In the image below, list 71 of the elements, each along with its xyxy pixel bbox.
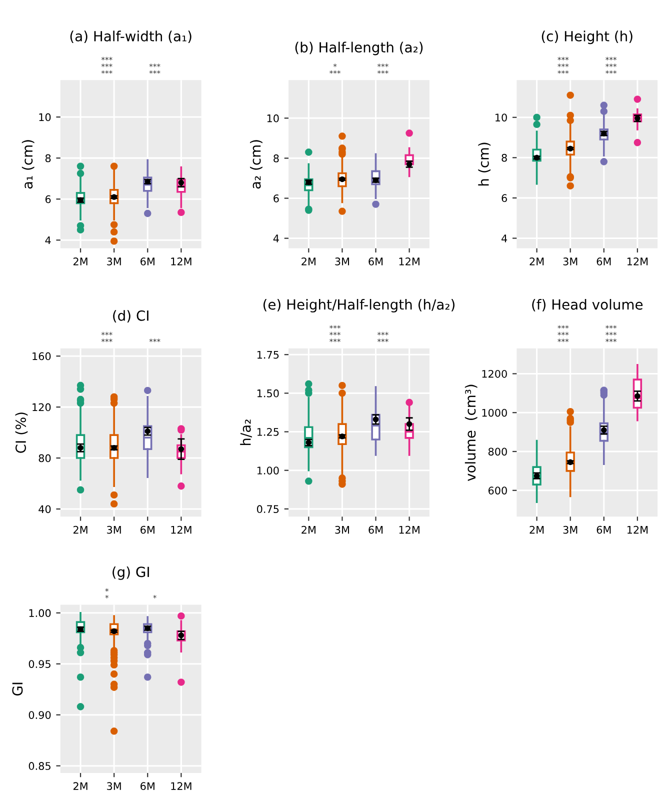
y-tick-label: 800 bbox=[488, 448, 507, 456]
x-tick-label: 12M bbox=[171, 782, 192, 790]
y-axis-title: h (cm) bbox=[478, 142, 491, 186]
x-tick-label: 12M bbox=[399, 526, 420, 534]
y-tick-label: 0.85 bbox=[28, 762, 50, 770]
y-tick-label: 4 bbox=[502, 234, 508, 242]
y-tick-label: 4 bbox=[45, 236, 51, 244]
y-tick-label: 120 bbox=[32, 403, 51, 412]
y-tick-label: 10 bbox=[39, 113, 51, 122]
y-tick-label: 1.75 bbox=[257, 350, 279, 359]
y-tick-label: 80 bbox=[38, 454, 51, 462]
y-axis-title: h/a₂ bbox=[240, 420, 252, 446]
y-tick-label: 160 bbox=[32, 352, 51, 360]
x-tick-label: 12M bbox=[171, 526, 192, 534]
x-tick-label: 3M bbox=[107, 526, 121, 534]
x-tick-label: 3M bbox=[335, 258, 349, 266]
x-tick-label: 3M bbox=[563, 526, 578, 534]
y-axis-title: GI bbox=[12, 682, 23, 696]
y-axis-title: a₂ (cm) bbox=[250, 140, 262, 189]
x-tick-label: 2M bbox=[73, 782, 88, 790]
y-tick-label: 1.50 bbox=[257, 389, 279, 398]
x-tick-label: 3M bbox=[107, 258, 121, 266]
y-tick-label: 40 bbox=[38, 505, 51, 514]
y-tick-label: 1.00 bbox=[257, 466, 279, 474]
y-tick-label: 1.00 bbox=[29, 609, 51, 618]
y-tick-label: 0.95 bbox=[28, 660, 50, 668]
chart-title: (d) CI bbox=[113, 310, 148, 322]
x-tick-label: 12M bbox=[627, 526, 648, 534]
y-tick-label: 10 bbox=[496, 114, 507, 122]
x-tick-label: 2M bbox=[302, 258, 316, 266]
chart-title: (e) Height/Half-length (h/a₂) bbox=[263, 298, 454, 312]
x-tick-label: 12M bbox=[171, 258, 192, 266]
y-tick-label: 1200 bbox=[482, 370, 507, 378]
x-tick-label: 6M bbox=[596, 258, 611, 266]
x-tick-label: 3M bbox=[563, 258, 578, 266]
chart-title: (a) Half-width (a₁) bbox=[70, 30, 192, 44]
chart-title: (b) Half-length (a₂) bbox=[295, 42, 423, 56]
x-tick-label: 6M bbox=[368, 258, 383, 266]
y-tick-label: 8 bbox=[502, 154, 507, 162]
y-tick-label: 10 bbox=[267, 114, 279, 122]
x-tick-label: 6M bbox=[140, 782, 154, 790]
x-tick-label: 6M bbox=[596, 526, 611, 534]
y-axis-title: a₁ (cm) bbox=[22, 140, 34, 189]
x-tick-label: 12M bbox=[399, 258, 420, 266]
x-tick-label: 3M bbox=[335, 526, 349, 534]
y-tick-label: 6 bbox=[274, 194, 279, 202]
chart-title: (f) Head volume bbox=[532, 298, 643, 312]
y-tick-label: 6 bbox=[45, 195, 51, 204]
y-tick-label: 600 bbox=[488, 486, 507, 494]
x-tick-label: 2M bbox=[302, 526, 316, 534]
y-tick-label: 4 bbox=[273, 234, 279, 242]
y-tick-label: 6 bbox=[502, 194, 507, 202]
x-tick-label: 2M bbox=[530, 258, 544, 266]
x-tick-label: 6M bbox=[368, 526, 383, 534]
x-tick-label: 2M bbox=[530, 526, 544, 534]
x-tick-label: 6M bbox=[140, 526, 154, 534]
x-tick-label: 2M bbox=[73, 258, 88, 266]
y-tick-label: 0.75 bbox=[256, 505, 279, 514]
y-tick-label: 0.90 bbox=[28, 711, 51, 719]
x-tick-label: 2M bbox=[73, 526, 88, 534]
y-axis-title: CI (%) bbox=[15, 412, 28, 453]
chart-title: (c) Height (h) bbox=[542, 30, 632, 44]
x-tick-label: 6M bbox=[140, 258, 154, 266]
y-axis-title: volume (cm³) bbox=[464, 384, 478, 482]
x-tick-label: 12M bbox=[627, 258, 648, 266]
y-tick-label: 8 bbox=[45, 154, 51, 162]
y-tick-label: 1.25 bbox=[257, 428, 279, 436]
chart-title: (g) GI bbox=[112, 566, 149, 580]
x-tick-label: 3M bbox=[107, 782, 121, 790]
y-tick-label: 8 bbox=[274, 154, 279, 162]
y-tick-label: 1000 bbox=[482, 408, 507, 417]
